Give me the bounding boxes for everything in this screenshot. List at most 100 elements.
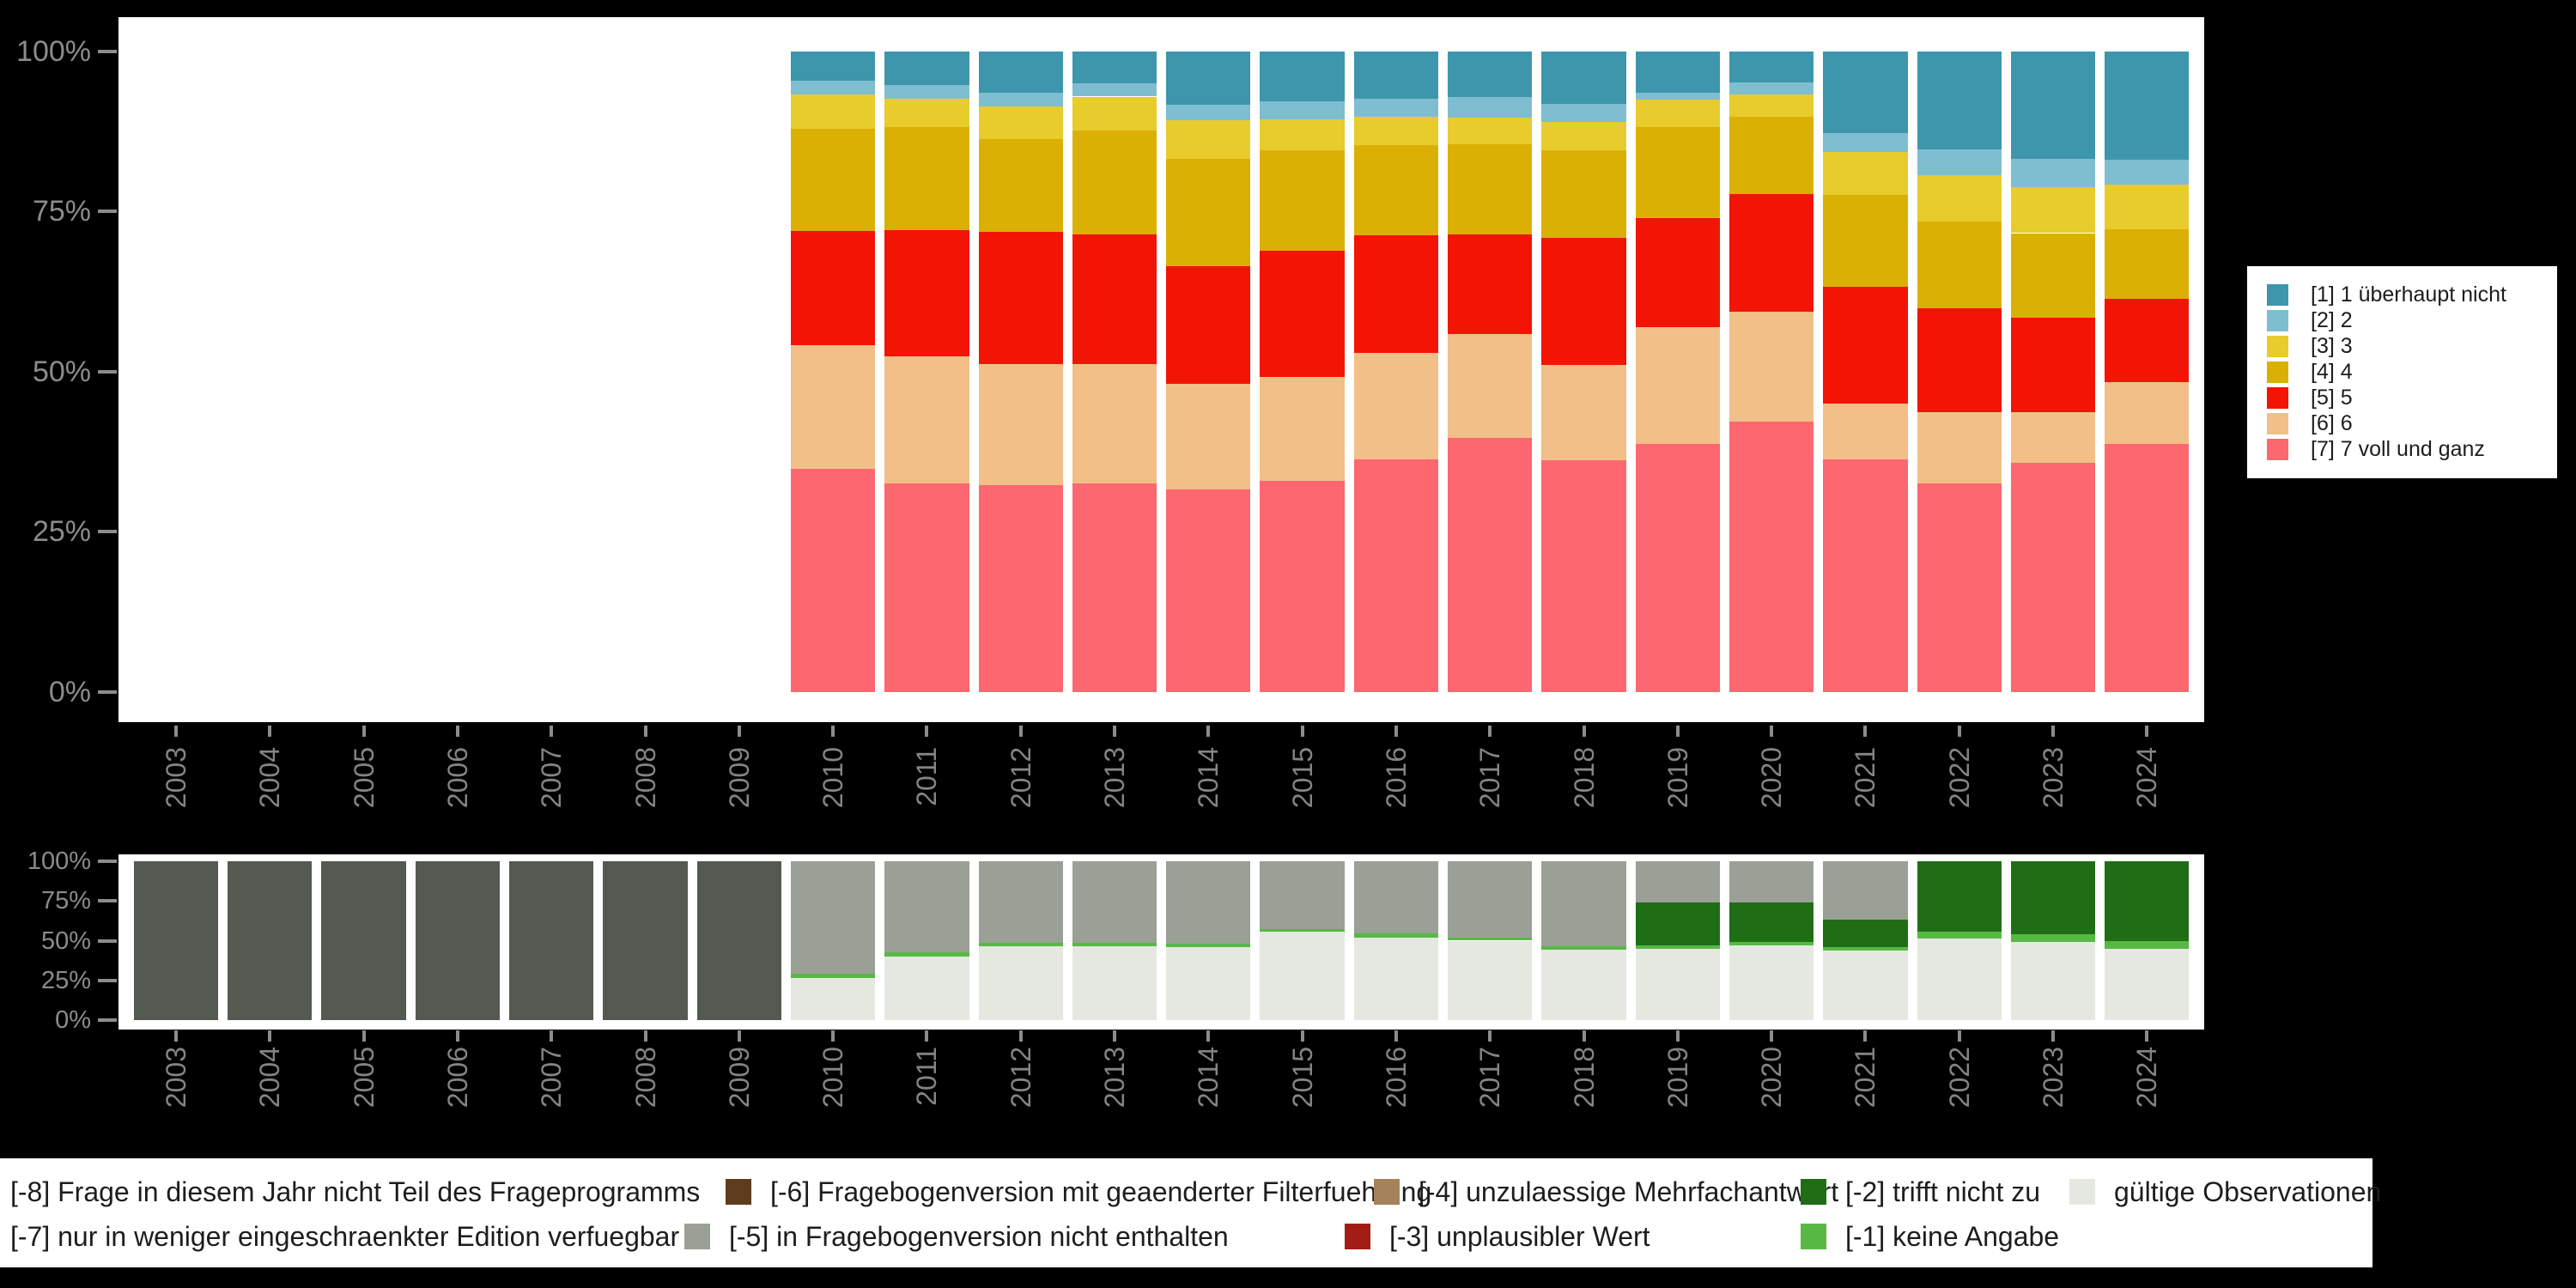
- bar-segment[interactable]: [1728, 82, 1814, 94]
- bar-segment[interactable]: [1635, 948, 1720, 1020]
- bar-segment[interactable]: [1353, 98, 1439, 118]
- bar-segment[interactable]: [1823, 946, 1908, 951]
- bar-segment[interactable]: [978, 484, 1063, 692]
- bar-segment[interactable]: [228, 861, 313, 1020]
- bar-segment[interactable]: [790, 469, 876, 692]
- bar-segment[interactable]: [1166, 489, 1251, 692]
- bar-segment[interactable]: [2105, 159, 2190, 185]
- bar-segment[interactable]: [790, 977, 876, 1020]
- bar-segment[interactable]: [2105, 229, 2190, 300]
- bar-segment[interactable]: [1166, 120, 1251, 159]
- bar-segment[interactable]: [321, 861, 406, 1020]
- bar-segment[interactable]: [1823, 151, 1908, 196]
- bar-segment[interactable]: [1260, 51, 1345, 102]
- bar-segment[interactable]: [1353, 234, 1439, 354]
- bar-segment[interactable]: [884, 952, 969, 957]
- bar-segment[interactable]: [2010, 861, 2096, 935]
- bar-segment[interactable]: [1823, 195, 1908, 288]
- bar-segment[interactable]: [2010, 934, 2096, 942]
- bar-segment[interactable]: [1353, 353, 1439, 459]
- bar-segment[interactable]: [884, 483, 969, 692]
- bar-segment[interactable]: [1166, 105, 1251, 121]
- bar-segment[interactable]: [884, 355, 969, 483]
- bar-segment[interactable]: [2010, 318, 2096, 412]
- bar-segment[interactable]: [790, 80, 876, 95]
- bar-segment[interactable]: [1072, 945, 1157, 1020]
- bar-segment[interactable]: [1353, 933, 1439, 938]
- bar-segment[interactable]: [1072, 131, 1157, 234]
- bar-segment[interactable]: [1823, 404, 1908, 459]
- bar-segment[interactable]: [1353, 937, 1439, 1020]
- bar-segment[interactable]: [1166, 946, 1251, 1020]
- bar-segment[interactable]: [1072, 861, 1157, 944]
- bar-segment[interactable]: [1260, 119, 1345, 151]
- bar-segment[interactable]: [1448, 438, 1533, 692]
- bar-segment[interactable]: [1635, 945, 1720, 949]
- bar-segment[interactable]: [978, 51, 1063, 94]
- bar-segment[interactable]: [790, 974, 876, 978]
- bar-segment[interactable]: [1448, 118, 1533, 144]
- bar-segment[interactable]: [1260, 150, 1345, 252]
- bar-segment[interactable]: [1260, 928, 1345, 933]
- bar-segment[interactable]: [978, 861, 1063, 944]
- bar-segment[interactable]: [2010, 411, 2096, 463]
- bar-segment[interactable]: [1917, 938, 2002, 1020]
- bar-segment[interactable]: [1448, 861, 1533, 938]
- bar-segment[interactable]: [1260, 861, 1345, 929]
- bar-segment[interactable]: [1072, 234, 1157, 364]
- bar-segment[interactable]: [1448, 234, 1533, 335]
- bar-segment[interactable]: [1166, 158, 1251, 266]
- bar-segment[interactable]: [1260, 481, 1345, 692]
- bar-segment[interactable]: [1072, 483, 1157, 692]
- bar-segment[interactable]: [1541, 949, 1626, 1020]
- bar-segment[interactable]: [1728, 861, 1814, 903]
- bar-segment[interactable]: [2010, 233, 2096, 319]
- bar-segment[interactable]: [1823, 51, 1908, 134]
- bar-segment[interactable]: [1448, 143, 1533, 234]
- bar-segment[interactable]: [1917, 174, 2002, 222]
- bar-segment[interactable]: [1166, 51, 1251, 106]
- bar-segment[interactable]: [1541, 150, 1626, 238]
- bar-segment[interactable]: [884, 99, 969, 128]
- bar-segment[interactable]: [790, 345, 876, 470]
- bar-segment[interactable]: [2105, 941, 2190, 949]
- bar-segment[interactable]: [1635, 126, 1720, 218]
- bar-segment[interactable]: [1166, 944, 1251, 947]
- bar-segment[interactable]: [2010, 186, 2096, 234]
- bar-segment[interactable]: [1541, 364, 1626, 460]
- bar-segment[interactable]: [2010, 462, 2096, 692]
- bar-segment[interactable]: [1448, 334, 1533, 439]
- bar-segment[interactable]: [1635, 444, 1720, 692]
- bar-segment[interactable]: [884, 127, 969, 230]
- bar-segment[interactable]: [790, 94, 876, 129]
- bar-segment[interactable]: [2010, 941, 2096, 1020]
- bar-segment[interactable]: [2105, 299, 2190, 383]
- bar-segment[interactable]: [1635, 861, 1720, 903]
- bar-segment[interactable]: [1353, 459, 1439, 692]
- bar-segment[interactable]: [603, 861, 688, 1020]
- bar-segment[interactable]: [1635, 51, 1720, 94]
- bar-segment[interactable]: [1823, 133, 1908, 152]
- bar-segment[interactable]: [1260, 251, 1345, 378]
- bar-segment[interactable]: [1448, 940, 1533, 1020]
- bar-segment[interactable]: [1353, 145, 1439, 235]
- bar-segment[interactable]: [1917, 861, 2002, 933]
- bar-segment[interactable]: [2105, 948, 2190, 1020]
- bar-segment[interactable]: [1448, 97, 1533, 118]
- bar-segment[interactable]: [1072, 363, 1157, 483]
- bar-segment[interactable]: [1541, 861, 1626, 946]
- bar-segment[interactable]: [978, 363, 1063, 485]
- bar-segment[interactable]: [415, 861, 501, 1020]
- bar-segment[interactable]: [696, 861, 781, 1020]
- bar-segment[interactable]: [1353, 51, 1439, 99]
- bar-segment[interactable]: [2105, 184, 2190, 230]
- bar-segment[interactable]: [1823, 919, 1908, 947]
- bar-segment[interactable]: [978, 945, 1063, 1020]
- bar-segment[interactable]: [2010, 158, 2096, 187]
- bar-segment[interactable]: [1541, 237, 1626, 365]
- bar-segment[interactable]: [1728, 193, 1814, 313]
- bar-segment[interactable]: [2105, 861, 2190, 942]
- bar-segment[interactable]: [1541, 51, 1626, 105]
- bar-segment[interactable]: [1072, 943, 1157, 946]
- bar-segment[interactable]: [978, 138, 1063, 232]
